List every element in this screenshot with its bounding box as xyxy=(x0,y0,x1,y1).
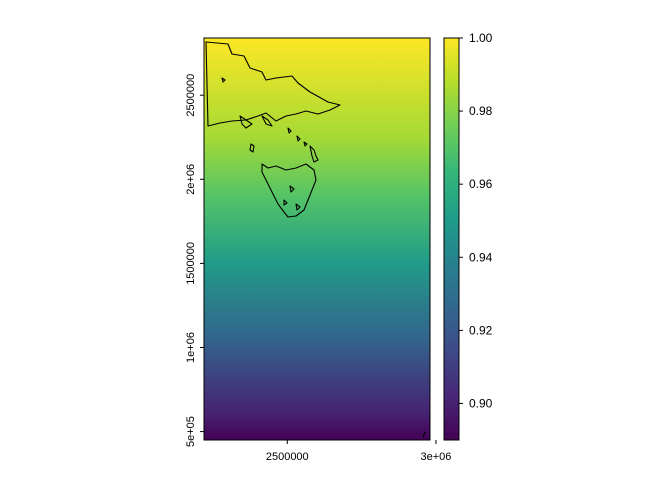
southern-mark xyxy=(422,431,426,438)
colorbar-tick-label-0: 0.90 xyxy=(469,396,493,410)
tasmania-lake-1 xyxy=(289,185,295,193)
colorbar-ramp xyxy=(443,37,460,441)
colorbar-tick-label-4: 0.98 xyxy=(469,104,493,118)
tasmania-lake-2 xyxy=(283,199,288,206)
raster-field xyxy=(204,38,430,440)
y-tick-label-2: 1500000 xyxy=(185,242,197,285)
colorbar: 0.90 0.92 0.94 0.96 0.98 1.00 xyxy=(443,31,493,441)
island-5 xyxy=(303,141,308,147)
colorbar-ticks: 0.90 0.92 0.94 0.96 0.98 1.00 xyxy=(459,31,493,410)
colorbar-tick-label-5: 1.00 xyxy=(469,31,493,45)
tasmania-outline xyxy=(261,163,317,218)
island-1 xyxy=(249,143,255,153)
y-tick-label-4: 2500000 xyxy=(185,74,197,117)
lake-outline xyxy=(221,77,226,83)
x-tick-label-0: 2500000 xyxy=(266,451,309,463)
island-4 xyxy=(296,135,301,142)
y-axis: 5e+05 1e+06 1500000 2e+06 2500000 xyxy=(185,74,204,447)
tasmania-bay xyxy=(295,203,301,211)
colorbar-tick-label-2: 0.94 xyxy=(469,250,493,264)
western-port-outline xyxy=(261,115,273,127)
victoria-outline xyxy=(205,41,341,127)
coastline-overlay xyxy=(205,41,426,438)
port-phillip-outline xyxy=(239,115,253,129)
island-2 xyxy=(309,145,319,163)
colorbar-tick-label-1: 0.92 xyxy=(469,323,493,337)
y-tick-label-0: 5e+05 xyxy=(185,416,197,447)
x-axis: 2500000 3e+06 xyxy=(266,440,451,463)
y-tick-label-1: 1e+06 xyxy=(185,332,197,363)
island-3 xyxy=(287,127,292,134)
colorbar-tick-label-3: 0.96 xyxy=(469,177,493,191)
x-tick-label-1: 3e+06 xyxy=(420,451,451,463)
plot-frame xyxy=(203,37,431,441)
y-tick-label-3: 2e+06 xyxy=(185,164,197,195)
